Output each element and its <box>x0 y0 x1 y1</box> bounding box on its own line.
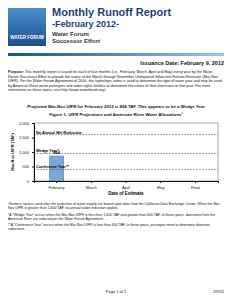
note: ¹Numeric factors used after the projecti… <box>8 202 224 211</box>
x-tick-label: Final <box>191 185 200 190</box>
issuance: Issuance Date: February 9, 2012 <box>140 60 224 66</box>
x-tick-label: May <box>157 185 165 190</box>
org: Water Forum <box>52 31 89 37</box>
x-tick-mark <box>160 181 161 183</box>
x-axis-title: Date of Estimate <box>108 191 144 196</box>
x-tick-mark <box>56 181 57 183</box>
y-tick: 1,500 <box>19 135 34 140</box>
threshold-line <box>34 153 218 154</box>
x-tick-label: March <box>86 185 97 190</box>
y-axis-title: Mar-Nov UIFR (TAF) <box>10 132 15 170</box>
x-tick-mark <box>126 181 127 183</box>
purpose: Purpose: This monthly report is issued f… <box>8 70 224 93</box>
y-tick: 0 <box>27 179 34 184</box>
figure-caption: Figure 1. UIFR Projections and American … <box>8 112 224 117</box>
x-tick-mark <box>91 181 92 183</box>
purpose-text: This monthly report is issued for each o… <box>8 70 222 92</box>
footer-date: 2/9/12 <box>213 289 224 294</box>
notes: ¹Numeric factors used after the projecti… <box>8 202 224 234</box>
data-label: 864 <box>53 150 60 155</box>
logo-text: WATER FORUM <box>8 35 46 40</box>
x-tick-label: February <box>49 185 65 190</box>
y-tick-mark <box>32 138 34 139</box>
x-axis-line <box>35 182 219 184</box>
chart: 0 500 1,000 1,500 2,000 February March April May… <box>0 119 232 199</box>
org-sub: Successor Effort <box>52 38 100 44</box>
y-tick-label: 1,000 <box>19 150 30 155</box>
threshold-label: Conference Year** <box>36 165 69 169</box>
threshold-label: No Annual Wtr Reduction <box>36 131 83 135</box>
note: *A "Wedge Year" occurs when the Mar-Nov … <box>8 213 224 222</box>
footer-page: Page 1 of 2 <box>0 289 232 294</box>
y-tick-label: 0 <box>27 179 30 184</box>
title: Monthly Runoff Report <box>52 6 171 18</box>
x-tick: April <box>122 181 130 190</box>
x-tick-label: April <box>122 185 130 190</box>
labels: No Annual Wtr ReductionWedge Year*Confer… <box>36 131 83 170</box>
y-tick-label: 1,500 <box>19 135 30 140</box>
y-tick-label: 2,000 <box>19 121 30 126</box>
x-tick: Final <box>191 181 200 190</box>
plot-frame <box>34 123 218 181</box>
y-tick: 500 <box>22 164 34 169</box>
marks <box>34 135 218 181</box>
x-tick: February <box>49 181 65 190</box>
rule <box>8 53 224 56</box>
y-tick: 2,000 <box>19 121 34 126</box>
projection: Projected Mar-Nov UIFR for February 2012… <box>8 104 224 109</box>
y-tick-mark <box>32 152 34 153</box>
y-tick-mark <box>32 167 34 168</box>
note: **A "Conference Year" occurs when the Ma… <box>8 223 224 232</box>
logo-box: WATER FORUM <box>8 8 46 46</box>
x-tick-mark <box>195 181 196 183</box>
plot: 0 500 1,000 1,500 2,000 February March April May… <box>10 121 219 196</box>
subtitle: -February 2012- <box>52 19 119 29</box>
y-tick-mark <box>32 123 34 124</box>
y-axis: 0 500 1,000 1,500 2,000 <box>19 121 35 184</box>
x-tick: March <box>86 181 97 190</box>
purpose-label: Purpose: <box>8 70 24 74</box>
y-axis-line <box>32 124 35 182</box>
y-tick: 1,000 <box>19 150 34 155</box>
y-tick-label: 500 <box>22 164 29 169</box>
x-tick: May <box>157 181 165 190</box>
x-axis: February March April May Final <box>35 181 219 190</box>
y-tick-mark <box>32 181 34 182</box>
